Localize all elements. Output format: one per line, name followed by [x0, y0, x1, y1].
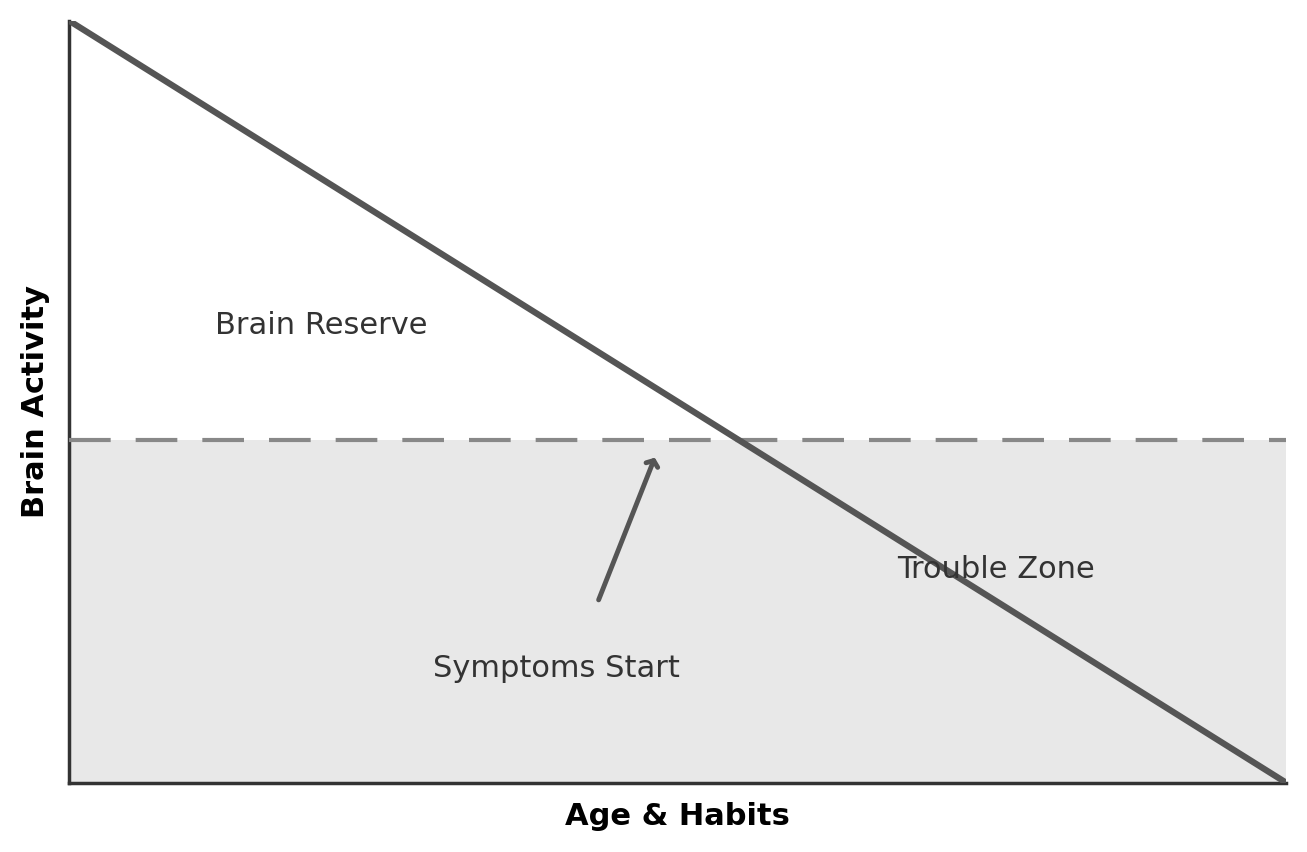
Text: Trouble Zone: Trouble Zone [897, 555, 1094, 584]
X-axis label: Age & Habits: Age & Habits [566, 803, 791, 832]
Text: Symptoms Start: Symptoms Start [433, 654, 680, 683]
Bar [69, 440, 1286, 783]
Text: Brain Reserve: Brain Reserve [216, 311, 427, 340]
Y-axis label: Brain Activity: Brain Activity [21, 285, 50, 518]
